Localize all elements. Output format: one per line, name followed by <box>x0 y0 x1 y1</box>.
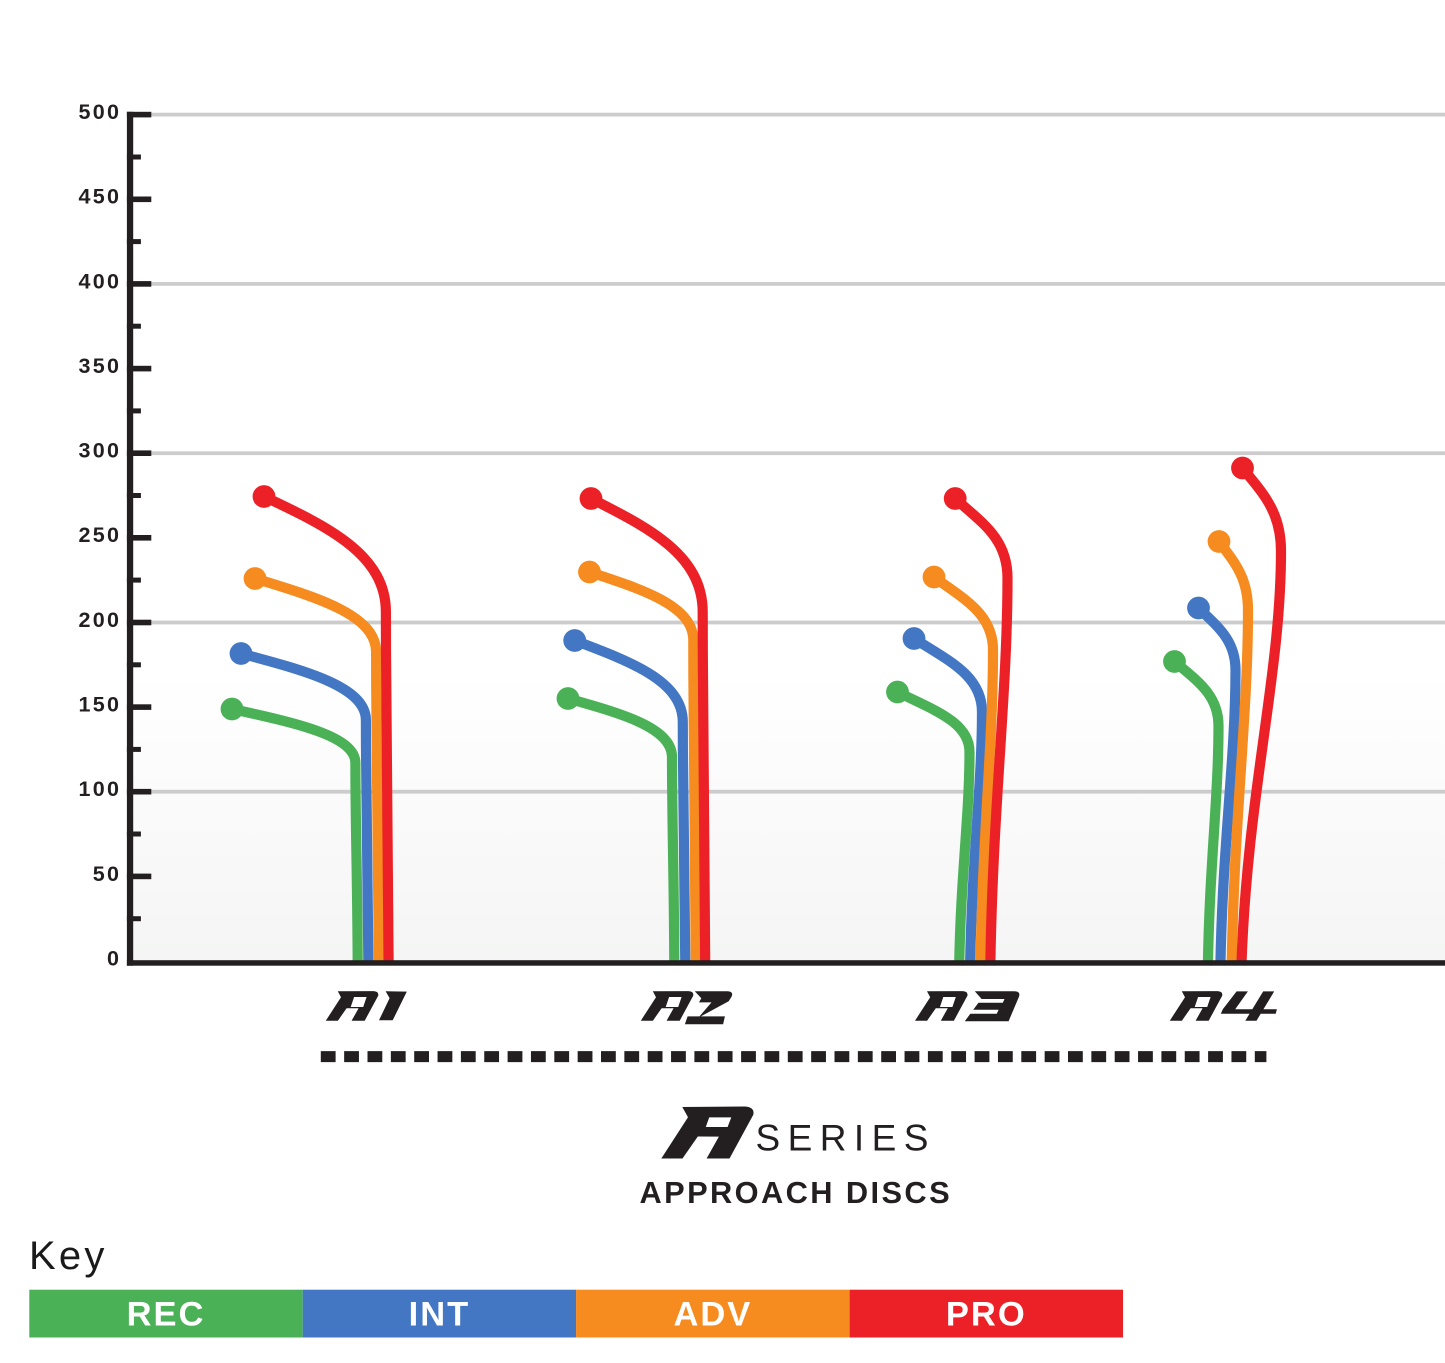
svg-text:500: 500 <box>79 100 122 124</box>
svg-text:200: 200 <box>79 608 122 632</box>
svg-text:REC: REC <box>127 1296 206 1334</box>
svg-text:INT: INT <box>409 1296 471 1334</box>
svg-text:ADV: ADV <box>673 1296 752 1334</box>
svg-text:100: 100 <box>79 777 122 801</box>
svg-text:50: 50 <box>93 862 122 886</box>
svg-text:250: 250 <box>79 523 122 547</box>
svg-text:350: 350 <box>79 354 122 378</box>
svg-text:PRO: PRO <box>946 1296 1027 1334</box>
svg-text:450: 450 <box>79 185 122 209</box>
svg-text:150: 150 <box>79 693 122 717</box>
svg-text:400: 400 <box>79 269 122 293</box>
svg-text:0: 0 <box>107 946 121 970</box>
svg-text:SERIES: SERIES <box>756 1118 936 1159</box>
svg-text:300: 300 <box>79 439 122 463</box>
svg-text:APPROACH DISCS: APPROACH DISCS <box>640 1175 953 1210</box>
svg-text:Key: Key <box>29 1234 108 1278</box>
